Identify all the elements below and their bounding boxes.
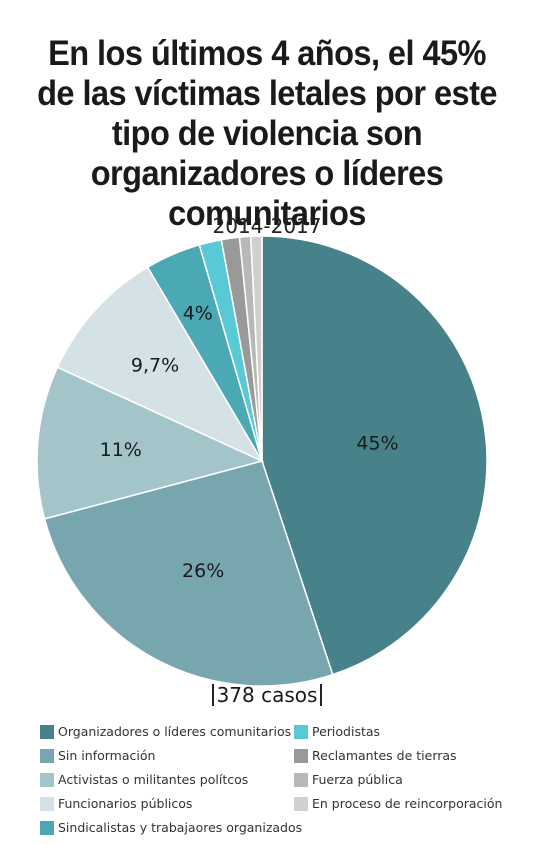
- pie-slice-2: [36, 366, 265, 520]
- legend-label-7: Fuerza pública: [312, 772, 403, 787]
- pie-slice-0: [261, 235, 488, 676]
- legend-item-5: Periodistas: [294, 724, 380, 739]
- legend-item-4: Sindicalistas y trabajaores organizados: [40, 820, 302, 835]
- legend-label-5: Periodistas: [312, 724, 381, 739]
- legend-swatch-3: [40, 796, 54, 811]
- slice-label-0: 45%: [356, 432, 398, 454]
- legend-item-1: Sin información: [40, 748, 155, 763]
- legend-label-8: En proceso de reincorporación: [312, 796, 503, 811]
- legend-item-7: Fuerza pública: [294, 772, 403, 787]
- legend-label-6: Reclamantes de tierras: [312, 748, 457, 763]
- legend-item-8: En proceso de reincorporación: [294, 796, 502, 811]
- legend-swatch-1: [40, 748, 54, 763]
- chart-title: En los últimos 4 años, el 45% de las víc…: [37, 34, 497, 233]
- legend-label-0: Organizadores o líderes comunitarios: [58, 724, 292, 739]
- chart-subtitle: 2014-2017: [212, 214, 322, 238]
- legend-swatch-0: [40, 724, 54, 739]
- legend-label-2: Activistas o militantes polítcos: [58, 772, 249, 787]
- legend-item-6: Reclamantes de tierras: [294, 748, 457, 763]
- pie-slice-8: [249, 235, 263, 462]
- legend-label-3: Funcionarios públicos: [58, 796, 193, 811]
- legend-label-1: Sin información: [58, 748, 156, 763]
- pie-slice-1: [43, 460, 334, 687]
- legend-swatch-4: [40, 820, 54, 835]
- legend-item-2: Activistas o militantes polítcos: [40, 772, 248, 787]
- slice-label-4: 4%: [183, 302, 213, 324]
- slice-label-1: 26%: [182, 560, 224, 582]
- pie-chart: 45% 26% 11% 9,7% 4%: [36, 235, 488, 687]
- legend-swatch-2: [40, 772, 54, 787]
- legend-swatch-5: [294, 724, 308, 739]
- total-cases-label: 378 casos: [211, 684, 323, 706]
- pie-slice-3: [56, 266, 264, 463]
- total-cases-badge: 378 casos: [0, 684, 534, 706]
- legend-item-0: Organizadores o líderes comunitarios: [40, 724, 291, 739]
- slice-label-2: 11%: [100, 439, 142, 461]
- slice-label-3: 9,7%: [131, 355, 179, 377]
- legend-swatch-7: [294, 772, 308, 787]
- legend-label-4: Sindicalistas y trabajaores organizados: [58, 820, 303, 835]
- legend-item-3: Funcionarios públicos: [40, 796, 192, 811]
- legend-swatch-8: [294, 796, 308, 811]
- legend-swatch-6: [294, 748, 308, 763]
